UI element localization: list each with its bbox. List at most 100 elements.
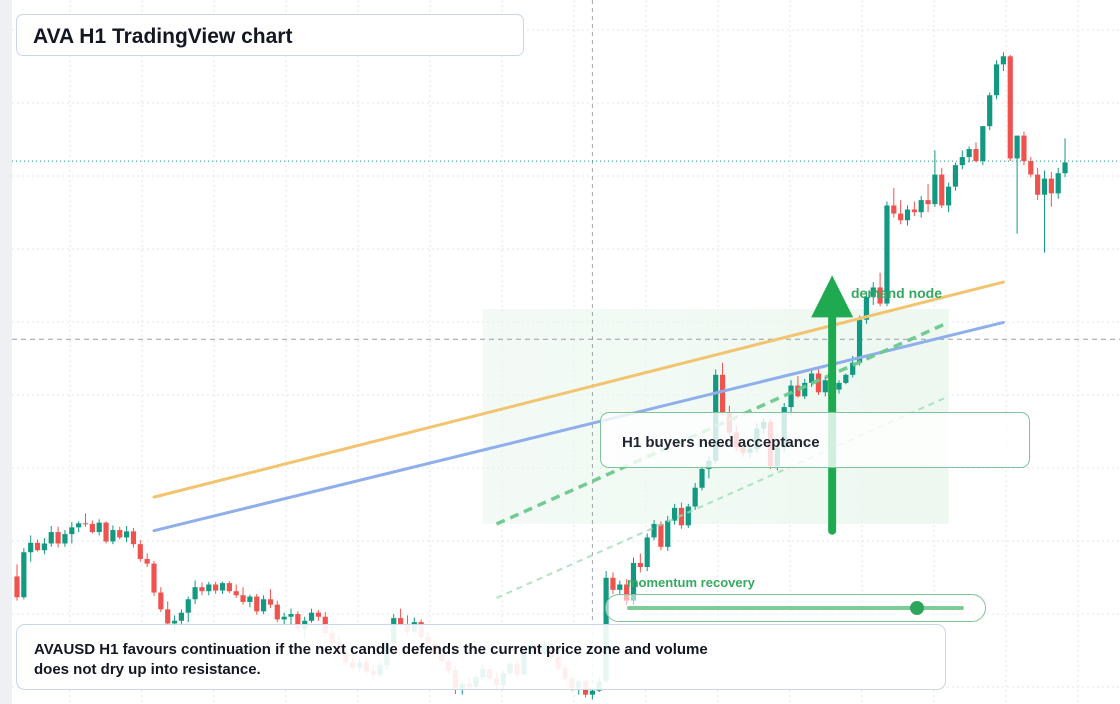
candle-body-down xyxy=(795,385,801,397)
chart-title: AVA H1 TradingView chart xyxy=(33,25,293,48)
candle-body-down xyxy=(1021,135,1027,162)
candle-body-down xyxy=(1048,178,1054,194)
candle-body-up xyxy=(644,537,650,568)
candle-body-up xyxy=(809,373,815,383)
candle-body-up xyxy=(48,532,54,544)
candle-body-up xyxy=(822,380,828,393)
candle-body-down xyxy=(165,609,171,624)
candle-body-up xyxy=(843,374,849,383)
candle-body-down xyxy=(719,374,726,413)
candle-body-up xyxy=(124,531,130,538)
candle-body-up xyxy=(836,382,842,390)
candle-body-down xyxy=(815,373,822,393)
candle-body-down xyxy=(55,532,61,544)
candle-body-up xyxy=(1014,135,1020,159)
candle-body-down xyxy=(240,595,246,602)
candle-body-down xyxy=(144,558,150,564)
candle-body-down xyxy=(130,531,137,545)
candle-body-down xyxy=(624,584,630,601)
candle-body-up xyxy=(966,149,972,158)
candle-body-up xyxy=(28,542,34,553)
candle-body-up xyxy=(884,205,890,304)
candle-body-down xyxy=(658,524,664,547)
candle-body-up xyxy=(288,614,294,617)
orange-trendline xyxy=(152,280,1005,499)
candle-body-up xyxy=(952,165,959,187)
candle-body-down xyxy=(1035,174,1041,195)
candle-body-up xyxy=(219,583,226,591)
demand-node-label: demand node xyxy=(851,285,943,301)
candle-body-down xyxy=(158,592,164,610)
blue-trendline xyxy=(152,320,1005,533)
candle-body-down xyxy=(295,614,301,629)
candle-body-up xyxy=(261,599,267,612)
left-edge-strip xyxy=(0,0,12,704)
candle-body-down xyxy=(137,544,143,559)
candle-body-down xyxy=(877,287,883,304)
candle-body-up xyxy=(850,362,856,375)
candle-body-up xyxy=(76,523,82,528)
candle-body-up xyxy=(980,126,986,162)
candle-body-up xyxy=(959,157,965,166)
candle-body-up xyxy=(171,620,178,624)
candle-body-down xyxy=(678,507,685,526)
candle-body-up xyxy=(1000,56,1006,65)
candle-body-up xyxy=(932,174,938,205)
candle-body-down xyxy=(925,200,931,205)
acceptance-text: H1 buyers need acceptance xyxy=(622,434,820,451)
candle-body-down xyxy=(610,577,616,590)
candle-body-down xyxy=(14,576,20,598)
candle-body-down xyxy=(315,612,321,617)
momentum-meter xyxy=(605,594,986,622)
candle-body-down xyxy=(637,562,643,568)
acceptance-callout: H1 buyers need acceptance xyxy=(600,412,1030,468)
candle-body-down xyxy=(199,587,205,592)
candle-body-up xyxy=(630,562,637,601)
candle-body-up xyxy=(62,534,68,544)
candle-body-down xyxy=(233,591,239,596)
candle-body-up xyxy=(918,200,924,213)
candle-body-up xyxy=(69,527,75,535)
candle-body-up xyxy=(185,599,191,613)
candle-body-up xyxy=(247,596,253,602)
candle-body-down xyxy=(226,583,232,592)
candle-body-down xyxy=(117,530,123,538)
candle-body-up xyxy=(589,690,595,695)
candle-body-down xyxy=(939,174,945,206)
candle-body-down xyxy=(911,209,917,213)
candle-body-up xyxy=(870,287,876,297)
candle-body-up xyxy=(699,468,705,488)
candle-body-up xyxy=(1062,162,1068,174)
guide-lines xyxy=(12,0,1120,704)
candle-body-up xyxy=(178,612,184,621)
candle-body-down xyxy=(1007,56,1013,159)
candle-body-up xyxy=(993,64,1000,96)
trendlines xyxy=(152,280,1005,599)
candle-body-up xyxy=(1055,173,1061,194)
candle-body-up xyxy=(192,587,198,600)
candle-body-up xyxy=(685,506,691,526)
candle-body-up xyxy=(308,612,315,621)
candle-body-down xyxy=(151,563,157,593)
candle-body-up xyxy=(41,543,47,551)
candle-body-down xyxy=(891,205,897,214)
title-card: AVA H1 TradingView chart xyxy=(16,14,524,56)
momentum-track xyxy=(627,606,964,610)
candle-body-up xyxy=(692,487,698,507)
candle-body-up xyxy=(21,552,27,598)
candle-body-down xyxy=(398,618,404,625)
candle-body-up xyxy=(651,524,657,538)
candle-body-up xyxy=(1041,178,1048,195)
candle-body-up xyxy=(856,319,863,363)
candle-body-up xyxy=(863,296,869,320)
candle-body-up xyxy=(946,186,952,206)
candle-body-up xyxy=(110,530,116,542)
momentum-label: momentum recovery xyxy=(627,575,755,590)
arrow-head xyxy=(811,275,854,318)
candle-body-up xyxy=(617,584,623,590)
candle-body-up xyxy=(904,209,911,221)
candle-body-up xyxy=(96,522,102,533)
candle-body-up xyxy=(672,507,678,521)
momentum-knob[interactable] xyxy=(909,601,924,615)
